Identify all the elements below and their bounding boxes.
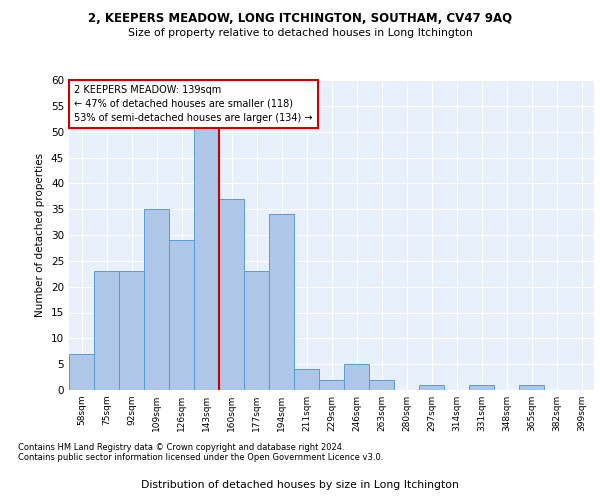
Bar [69, 354, 94, 390]
Bar [419, 385, 444, 390]
Text: Contains HM Land Registry data © Crown copyright and database right 2024.: Contains HM Land Registry data © Crown c… [18, 444, 344, 452]
Text: 2, KEEPERS MEADOW, LONG ITCHINGTON, SOUTHAM, CV47 9AQ: 2, KEEPERS MEADOW, LONG ITCHINGTON, SOUT… [88, 12, 512, 26]
Bar [244, 271, 269, 390]
Bar [469, 385, 494, 390]
Bar [119, 271, 144, 390]
Bar [144, 209, 169, 390]
Text: Size of property relative to detached houses in Long Itchington: Size of property relative to detached ho… [128, 28, 472, 38]
Bar [294, 370, 319, 390]
Bar [519, 385, 544, 390]
Bar [369, 380, 394, 390]
Bar [319, 380, 344, 390]
Bar [194, 126, 219, 390]
Bar [94, 271, 119, 390]
Y-axis label: Number of detached properties: Number of detached properties [35, 153, 46, 317]
Text: 2 KEEPERS MEADOW: 139sqm
← 47% of detached houses are smaller (118)
53% of semi-: 2 KEEPERS MEADOW: 139sqm ← 47% of detach… [74, 84, 313, 122]
Text: Contains public sector information licensed under the Open Government Licence v3: Contains public sector information licen… [18, 454, 383, 462]
Bar [344, 364, 369, 390]
Bar [169, 240, 194, 390]
Bar [269, 214, 294, 390]
Text: Distribution of detached houses by size in Long Itchington: Distribution of detached houses by size … [141, 480, 459, 490]
Bar [219, 199, 244, 390]
